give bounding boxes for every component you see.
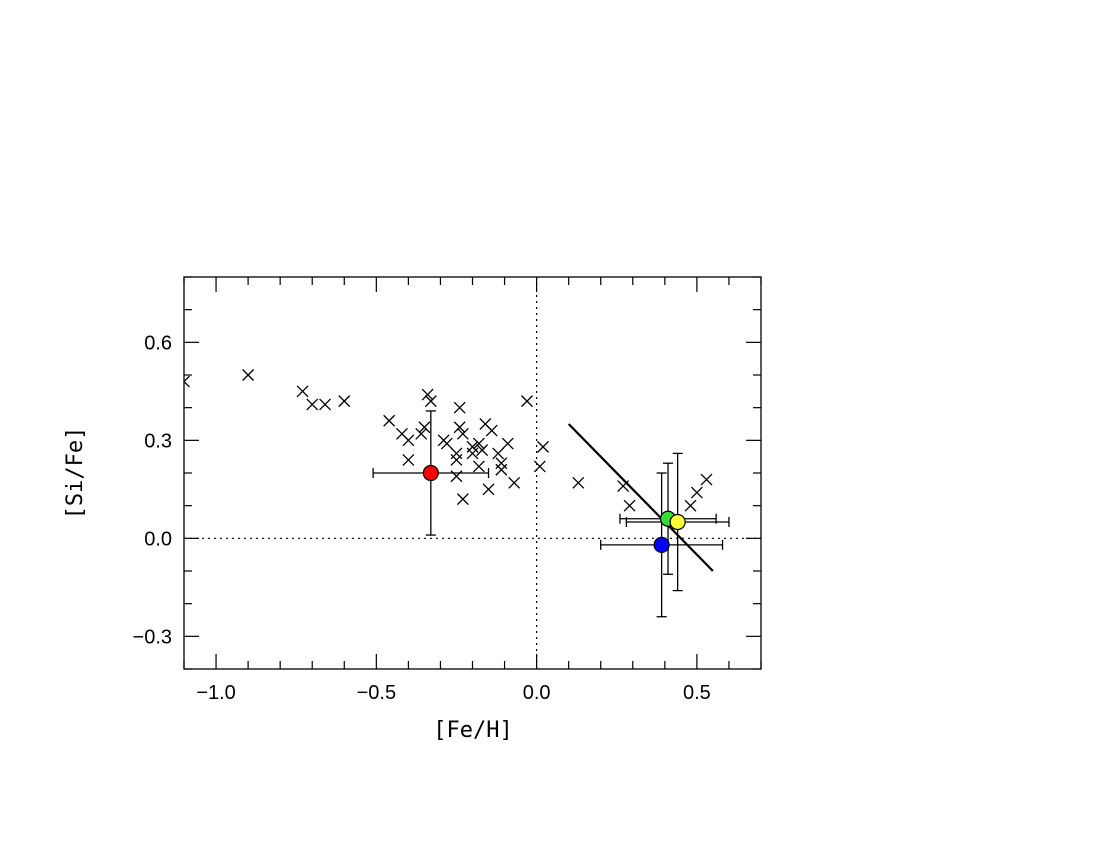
star-cross-marker [383,414,396,427]
axis-ticks [183,276,762,670]
star-cross-marker [485,424,498,437]
star-cross-marker [450,447,463,460]
star-cross-marker [472,437,485,450]
star-cross-marker [572,476,585,489]
star-cross-marker [184,375,190,388]
comparison-stars [184,369,713,512]
star-cross-marker [623,499,636,512]
highlighted-point-marker [669,513,686,531]
star-cross-marker [424,395,437,408]
star-cross-marker [466,447,479,460]
star-cross-marker [533,460,546,473]
trend-line [567,423,714,572]
error-bars [372,410,730,618]
star-cross-marker [450,453,463,466]
star-cross-marker [492,447,505,460]
star-cross-marker [472,460,485,473]
star-cross-marker [296,385,309,398]
star-cross-marker [456,493,469,506]
y-tick-label: 0.3 [144,430,172,452]
star-cross-marker [700,473,713,486]
star-cross-marker [453,401,466,414]
star-cross-marker [338,395,351,408]
y-tick-label: −0.3 [133,626,172,648]
star-cross-marker [402,453,415,466]
star-cross-marker [508,476,521,489]
highlighted-point-marker [422,464,439,482]
star-cross-marker [501,437,514,450]
star-cross-marker [684,499,697,512]
y-axis-label: [Si/Fe] [63,427,88,520]
star-cross-marker [476,444,489,457]
star-cross-marker [402,434,415,447]
star-cross-marker [521,395,533,408]
y-tick-label: 0.0 [144,528,172,550]
star-cross-marker [690,486,703,499]
y-tick-label: 0.6 [144,332,172,354]
highlighted-points [422,464,686,553]
star-cross-marker [495,463,508,476]
star-cross-marker [495,457,508,470]
x-tick-label: 0.0 [523,682,551,704]
star-cross-marker [482,483,495,496]
star-cross-marker [421,388,434,401]
tick-labels: −1.0 −0.5 0.0 0.5 −0.3 0.0 0.3 0.6 [133,332,711,704]
star-cross-marker [537,440,549,453]
star-cross-marker [440,437,453,450]
star-cross-marker [456,427,469,440]
star-cross-marker [306,398,319,411]
x-axis-label: [Fe/H] [433,718,512,743]
star-cross-marker [242,369,255,381]
x-tick-label: 0.5 [683,682,711,704]
highlighted-point-marker [653,536,670,553]
star-cross-marker [415,427,428,440]
x-tick-label: −0.5 [357,682,396,704]
star-cross-marker [453,421,466,434]
x-tick-label: −1.0 [196,682,235,704]
star-cross-marker [418,421,431,434]
fit-line [567,423,714,572]
star-cross-marker [319,398,332,411]
